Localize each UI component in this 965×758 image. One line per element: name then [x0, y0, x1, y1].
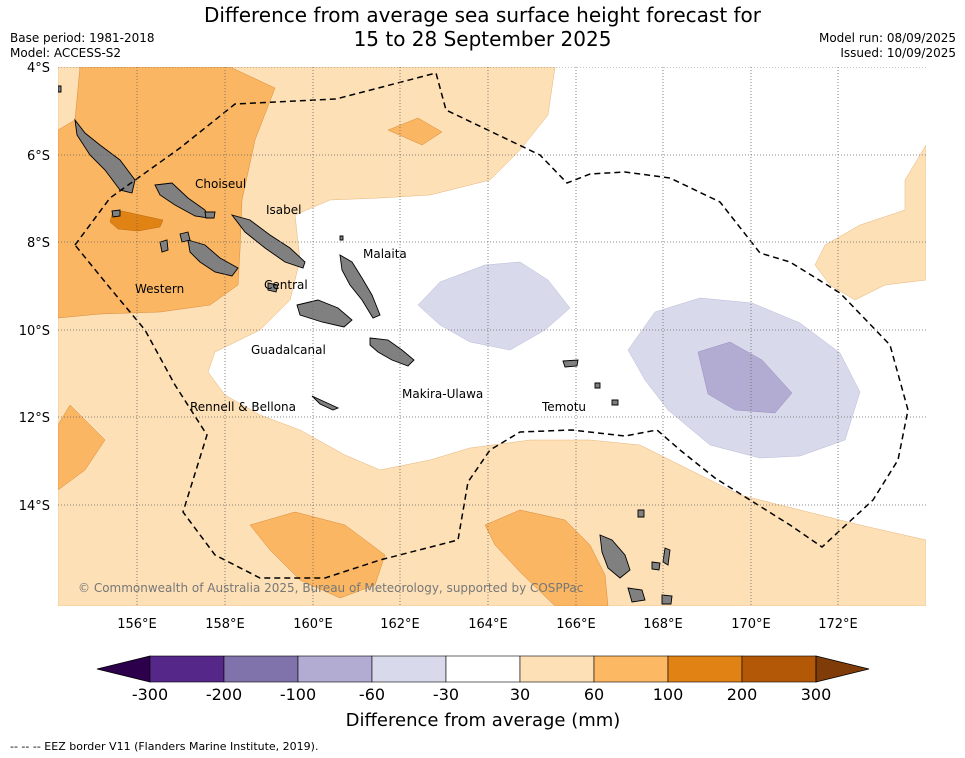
anomaly-30-60-east: [814, 144, 926, 301]
anomaly-60-100-southwest: [58, 404, 106, 491]
eez-border: [74, 72, 909, 579]
label-guadalcanal: Guadalcanal: [251, 343, 326, 357]
land-new-georgia: [187, 239, 239, 277]
land-guadalcanal: [296, 299, 353, 328]
colorbar-title: Difference from average (mm): [346, 710, 621, 731]
label-western: Western: [135, 282, 184, 296]
eez-legend-footnote: -- -- -- EEZ border V11 (Flanders Marine…: [10, 740, 319, 753]
lon-label: 166°E: [556, 617, 596, 632]
longitude-labels: 156°E 158°E 160°E 162°E 164°E 166°E 168°…: [117, 617, 858, 632]
anomaly-30-60-west: [58, 67, 926, 606]
land-temotu-islet-2: [611, 399, 619, 406]
colorbar-tick: 60: [584, 685, 604, 704]
lon-label: 160°E: [293, 617, 333, 632]
anomaly-100-200-west: [109, 210, 164, 232]
colorbar-tick-labels: -300 -200 -100 -60 -30 30 60 100 200 300: [132, 685, 831, 704]
colorbar-extend-low: [96, 655, 151, 683]
map-area: Choiseul Isabel Malaita Western Central …: [58, 67, 926, 606]
land-makira: [369, 337, 415, 367]
title-line-2: 15 to 28 September 2025: [353, 27, 612, 51]
land-islet-west-edge: [58, 85, 62, 93]
land-malaita: [339, 254, 381, 319]
lon-label: 168°E: [643, 617, 683, 632]
land-western-islet-1: [159, 239, 169, 253]
colorbar-extend-high: [815, 655, 870, 683]
land-ontong-java: [339, 235, 344, 241]
colorbar-tick: -30: [433, 685, 459, 704]
land-masses: [58, 85, 673, 605]
label-makira-ulawa: Makira-Ulawa: [402, 387, 483, 401]
lon-label: 172°E: [818, 617, 858, 632]
title-line-1: Difference from average sea surface heig…: [203, 3, 762, 27]
model-run-text: Model run: 08/09/2025: [818, 31, 956, 45]
land-vanuatu-north-6: [661, 594, 673, 605]
lon-label: 164°E: [468, 617, 508, 632]
land-vanuatu-north-1: [599, 534, 631, 579]
graticule: [58, 67, 926, 606]
page-title: Difference from average sea surface heig…: [0, 3, 965, 51]
base-period-text: Base period: 1981-2018: [10, 31, 155, 45]
land-isabel: [230, 214, 306, 269]
anomaly-60-100-south: [249, 511, 386, 599]
label-temotu: Temotu: [541, 400, 586, 414]
lon-label: 156°E: [117, 617, 157, 632]
land-choiseul: [74, 118, 136, 194]
colorbar-segment: [149, 655, 225, 683]
colorbar-segment: [297, 655, 373, 683]
colorbar-tick: 300: [801, 685, 832, 704]
lat-label: 12°S: [19, 411, 50, 426]
label-malaita: Malaita: [363, 247, 407, 261]
colorbar-segment: [223, 655, 299, 683]
copyright-text: © Commonwealth of Australia 2025, Bureau…: [78, 581, 583, 595]
lat-label: 4°S: [27, 61, 50, 76]
colorbar-tick: -300: [132, 685, 168, 704]
land-vanuatu-north-4: [651, 561, 661, 571]
colorbar-segment: [741, 655, 817, 683]
colorbar-segment: [593, 655, 669, 683]
colorbar-tick: -100: [280, 685, 316, 704]
anomaly-neg-60-100-east: [697, 341, 793, 414]
latitude-labels: 4°S 6°S 8°S 10°S 12°S 14°S: [19, 61, 50, 514]
lat-label: 14°S: [19, 499, 50, 514]
label-central: Central: [264, 278, 308, 292]
anomaly-60-100-north: [387, 117, 443, 146]
anomaly-60-100-southeast: [484, 509, 609, 606]
lon-label: 158°E: [205, 617, 245, 632]
colorbar-tick: 30: [510, 685, 530, 704]
model-text: Model: ACCESS-S2: [10, 46, 122, 60]
land-vanuatu-north-3: [662, 547, 671, 566]
land-vanuatu-north-5: [637, 509, 645, 518]
land-vanuatu-north-2: [627, 587, 646, 603]
label-rennell-bellona: Rennell & Bellona: [190, 400, 296, 414]
land-santa-cruz: [562, 359, 579, 368]
colorbar-tick: 100: [653, 685, 684, 704]
anomaly-neg-30-60-center: [417, 261, 571, 351]
label-choiseul: Choiseul: [195, 177, 246, 191]
lon-label: 170°E: [731, 617, 771, 632]
province-labels: Choiseul Isabel Malaita Western Central …: [135, 177, 586, 414]
land-western-islet-3: [111, 209, 121, 218]
colorbar-segment: [519, 655, 595, 683]
land-western-islet-4: [204, 211, 216, 219]
lat-label: 6°S: [27, 149, 50, 164]
land-rennell: [311, 395, 340, 411]
colorbar-tick: 200: [727, 685, 758, 704]
land-russell: [267, 282, 279, 293]
colorbar-tick: -200: [206, 685, 242, 704]
lon-label: 162°E: [380, 617, 420, 632]
land-western-islet-2: [179, 231, 191, 243]
issued-text: Issued: 10/09/2025: [840, 46, 956, 60]
colorbar-tick: -60: [359, 685, 385, 704]
land-temotu-islet-1: [594, 382, 601, 389]
colorbar: [96, 655, 870, 683]
label-isabel: Isabel: [266, 203, 301, 217]
meta-left: Base period: 1981-2018 Model: ACCESS-S2: [10, 31, 155, 61]
colorbar-segment: [667, 655, 743, 683]
lat-label: 8°S: [27, 236, 50, 251]
colorbar-segment: [445, 655, 521, 683]
colorbar-segment: [371, 655, 447, 683]
meta-right: Model run: 08/09/2025 Issued: 10/09/2025: [819, 31, 956, 61]
lat-label: 10°S: [19, 324, 50, 339]
